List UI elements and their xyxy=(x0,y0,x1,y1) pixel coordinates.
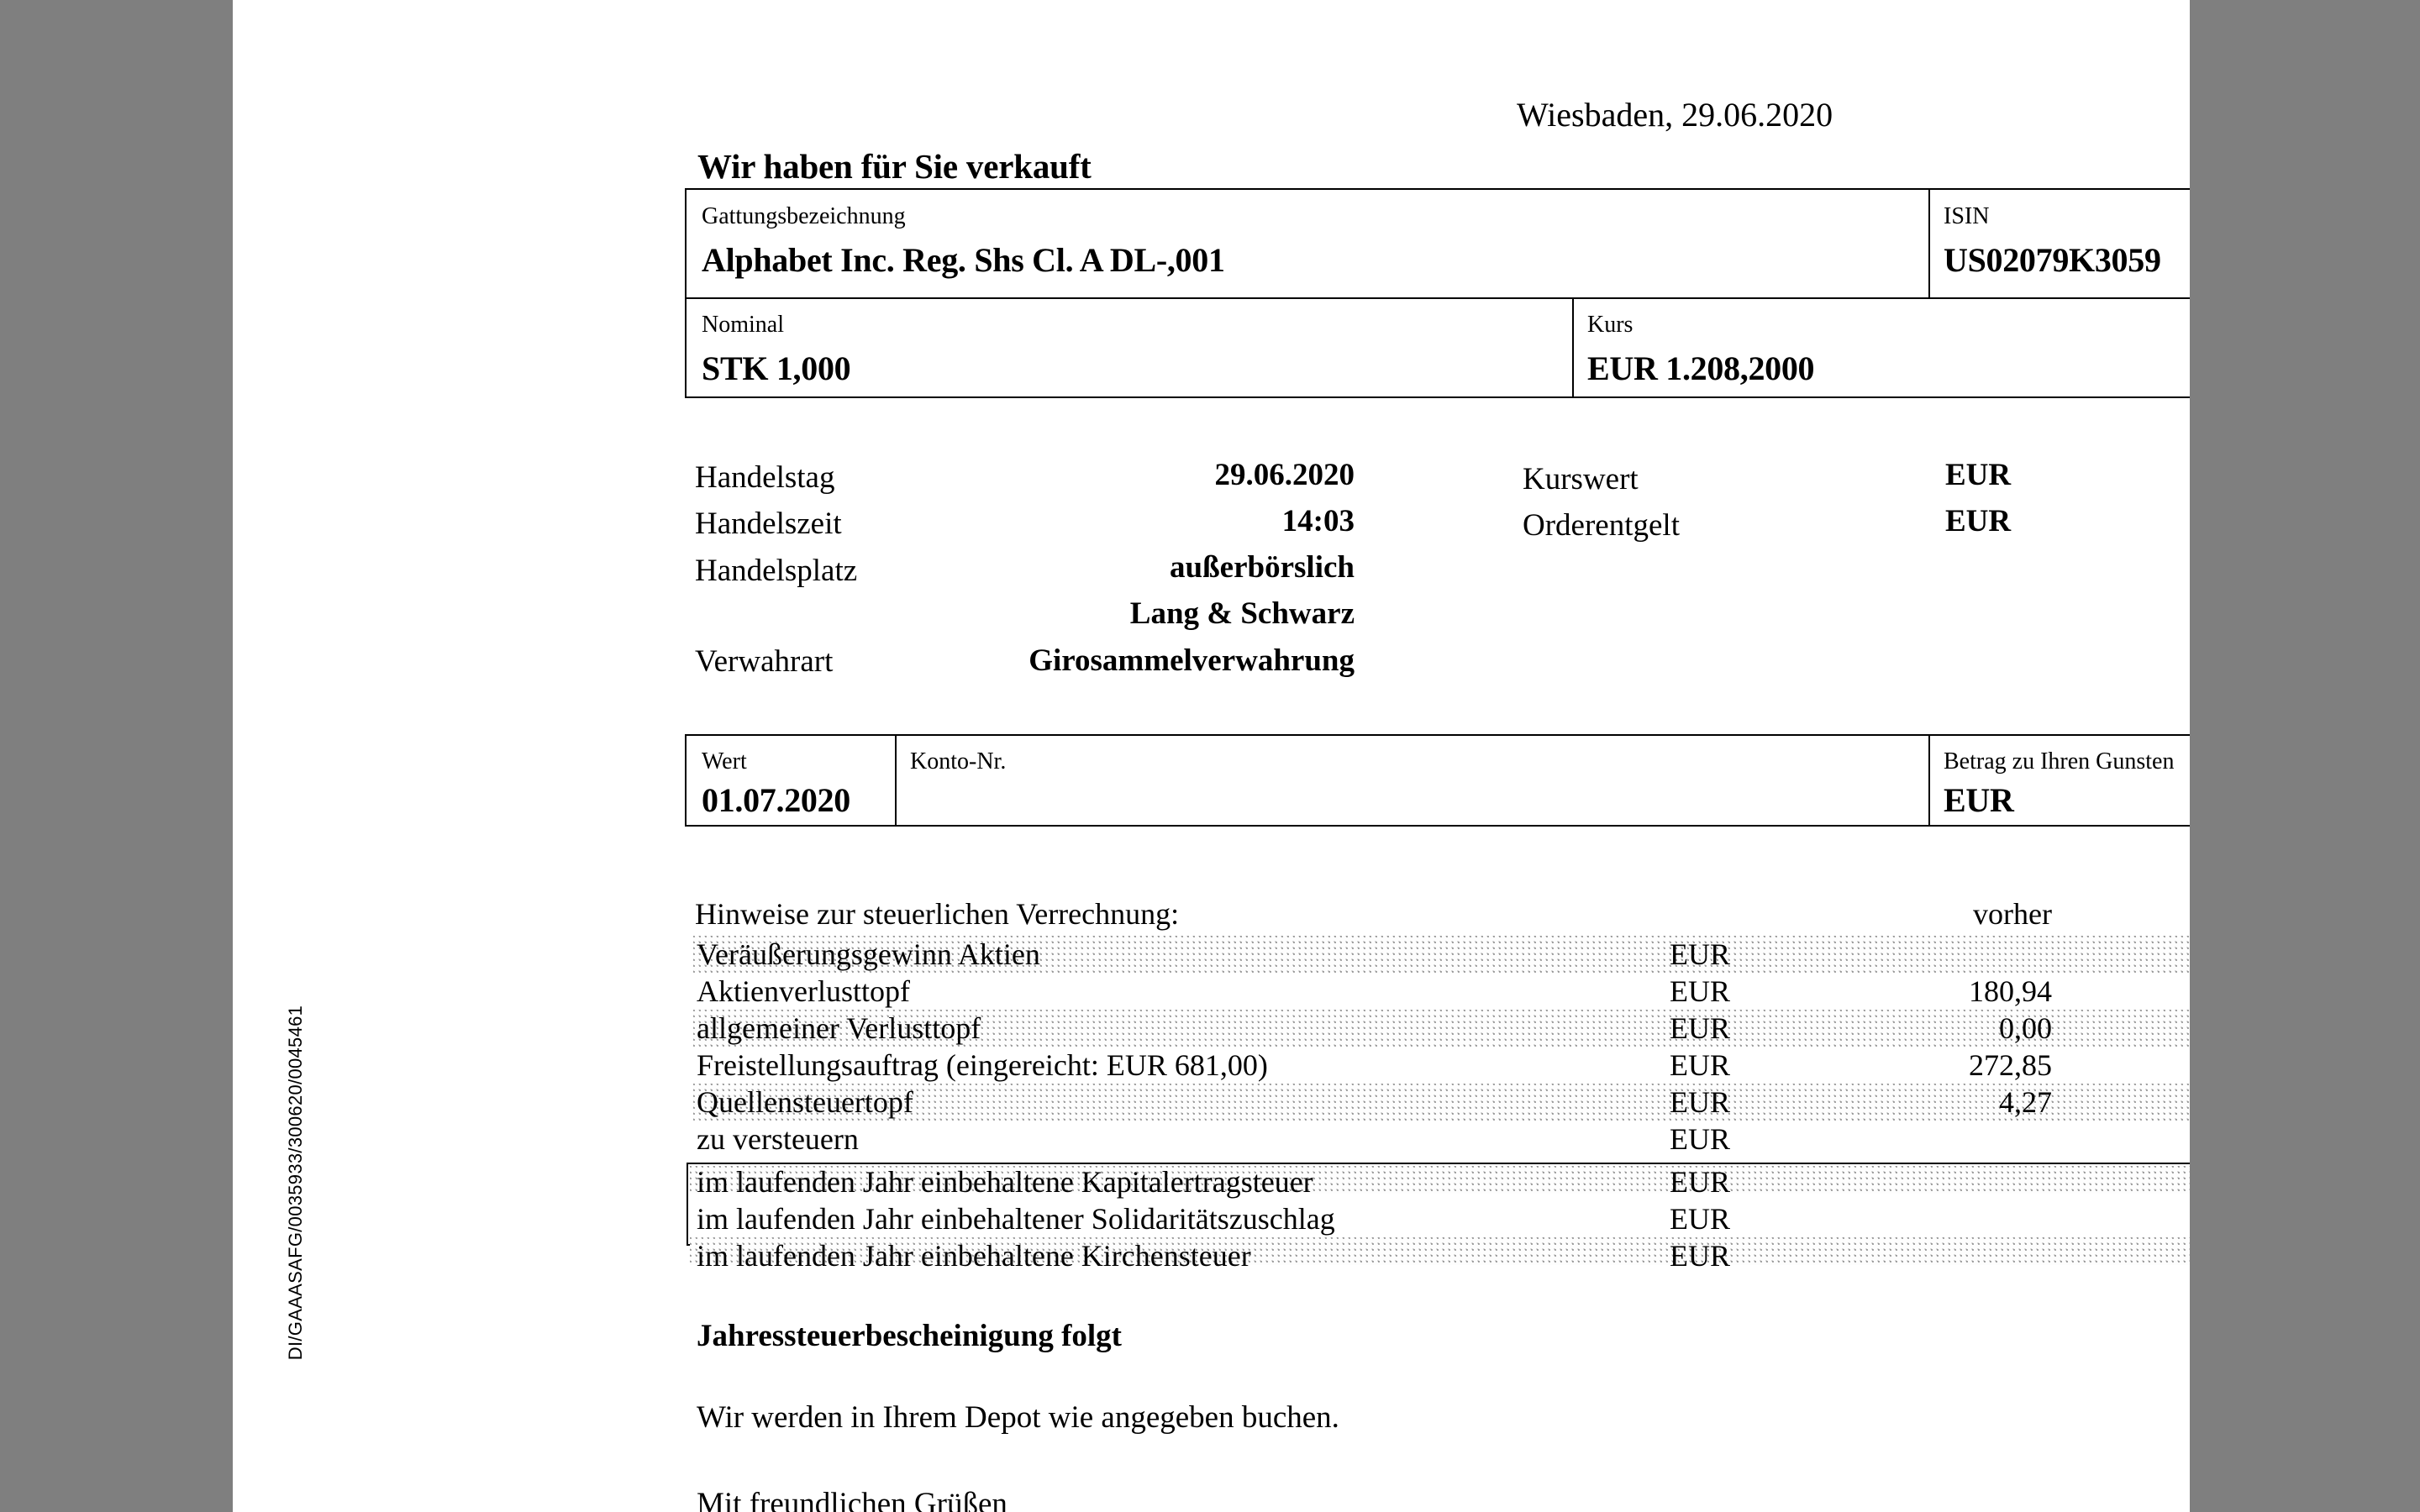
row-shading xyxy=(690,1237,2190,1265)
betrag-label: Betrag zu Ihren Gunsten xyxy=(1944,748,2175,774)
tax-row-label: zu versteuern xyxy=(697,1122,859,1156)
wert-label: Wert xyxy=(702,748,747,774)
city-date: Wiesbaden, 29.06.2020 xyxy=(1517,96,1833,134)
year-row-current: 0,00 xyxy=(2065,1204,2190,1234)
tax-row-current: 272,85 xyxy=(2065,1050,2190,1080)
handelsplatz-value: außerbörslich xyxy=(1170,550,1355,585)
tax-row-currency: EUR xyxy=(1670,937,1730,971)
table-divider-vertical-isin xyxy=(1928,190,1930,297)
tax-column-header-current: aktuell xyxy=(2065,899,2190,929)
tax-row-label: Freistellungsauftrag (eingereicht: EUR 6… xyxy=(697,1048,1268,1082)
nominal-label: Nominal xyxy=(702,312,784,338)
tax-row-label: Aktienverlusttopf xyxy=(697,974,910,1008)
orderentgelt-currency: EUR xyxy=(1945,504,2012,538)
row-shading xyxy=(690,1166,2190,1194)
tax-row-before: 0,00 xyxy=(1999,1011,2052,1045)
kurswert-label: Kurswert xyxy=(1523,462,1639,496)
tax-row-current: 0,00 xyxy=(2065,1124,2190,1154)
year-row-current: 0,00 xyxy=(2065,1241,2190,1271)
tax-row-label: Quellensteuertopf xyxy=(697,1085,913,1119)
settlement-divider-betrag xyxy=(1928,736,1930,825)
tax-row-current: 0,00 xyxy=(2065,1013,2190,1043)
tax-row-currency: EUR xyxy=(1670,1122,1730,1156)
kurswert-currency: EUR xyxy=(1945,458,2012,492)
handelsplatz-label: Handelsplatz xyxy=(695,554,858,588)
table-divider-vertical-kurs xyxy=(1572,297,1574,396)
isin-value: US02079K3059 xyxy=(1944,241,2161,279)
isin-label: ISIN xyxy=(1944,203,1990,229)
gattung-label: Gattungsbezeichnung xyxy=(702,203,906,229)
tax-row-before: 4,27 xyxy=(1999,1085,2052,1119)
orderentgelt-label: Orderentgelt xyxy=(1523,508,1680,543)
tax-row-current: 97,08 xyxy=(2065,976,2190,1006)
handelstag-label: Handelstag xyxy=(695,460,835,495)
tax-row-currency: EUR xyxy=(1670,1085,1730,1119)
tax-certificate-note: Jahressteuerbescheinigung folgt xyxy=(697,1319,1123,1353)
tax-row-currency: EUR xyxy=(1670,1011,1730,1045)
verwahrart-label: Verwahrart xyxy=(695,644,834,679)
closing-salutation: Mit freundlichen Grüßen xyxy=(697,1487,1007,1512)
tax-column-header-before: vorher xyxy=(1973,897,2052,931)
tax-row-current: 4,27 xyxy=(2065,1087,2190,1117)
orderentgelt-amount: 9,97- xyxy=(1955,506,2190,537)
betrag-amount: 1.198,23 xyxy=(1947,784,2190,817)
wert-value: 01.07.2020 xyxy=(702,781,851,819)
page-title: Wir haben für Sie verkauft xyxy=(697,147,1092,186)
year-row-label: im laufenden Jahr einbehaltene Kirchenst… xyxy=(697,1239,1251,1273)
year-row-currency: EUR xyxy=(1670,1239,1730,1273)
tax-row-before: 272,85 xyxy=(1969,1048,2052,1082)
tax-row-before: 180,94 xyxy=(1969,974,2052,1008)
security-description-table: Gattungsbezeichnung Alphabet Inc. Reg. S… xyxy=(685,188,2190,398)
verwahrart-value: Girosammelverwahrung xyxy=(1028,643,1355,678)
tax-row-label: allgemeiner Verlusttopf xyxy=(697,1011,981,1045)
table-divider-horizontal xyxy=(687,297,2190,299)
settlement-divider-konto xyxy=(895,736,897,825)
nominal-value: STK 1,000 xyxy=(702,349,851,387)
year-row-currency: EUR xyxy=(1670,1165,1730,1199)
tax-section-heading: Hinweise zur steuerlichen Verrechnung: xyxy=(695,897,1180,931)
handelszeit-value: 14:03 xyxy=(1281,504,1355,538)
year-row-label: im laufenden Jahr einbehaltener Solidari… xyxy=(697,1202,1335,1236)
handelsplatz-value-line2: Lang & Schwarz xyxy=(1129,596,1355,631)
booking-note: Wir werden in Ihrem Depot wie angegeben … xyxy=(697,1400,1339,1435)
kurs-label: Kurs xyxy=(1587,312,1634,338)
tax-row-label: Veräußerungsgewinn Aktien xyxy=(697,937,1040,971)
year-row-current: 0,00 xyxy=(2065,1167,2190,1197)
year-row-currency: EUR xyxy=(1670,1202,1730,1236)
handelszeit-label: Handelszeit xyxy=(695,507,842,541)
betrag-currency: EUR xyxy=(1944,781,2014,819)
konto-label: Konto-Nr. xyxy=(910,748,1007,774)
kurs-value: EUR 1.208,2000 xyxy=(1587,349,1815,387)
kurswert-amount: 1.208,20 xyxy=(1955,459,2190,491)
tax-row-current: 83,86 xyxy=(2065,939,2190,969)
row-shading xyxy=(693,1084,2190,1121)
tax-row-currency: EUR xyxy=(1670,974,1730,1008)
tax-row-currency: EUR xyxy=(1670,1048,1730,1082)
row-shading xyxy=(693,936,2190,973)
handelstag-value: 29.06.2020 xyxy=(1214,458,1355,492)
document-page: Wiesbaden, 29.06.2020 Wir haben für Sie … xyxy=(233,0,2190,1512)
settlement-table: Wert 01.07.2020 Konto-Nr. Betrag zu Ihre… xyxy=(685,734,2190,827)
gattung-value: Alphabet Inc. Reg. Shs Cl. A DL-,001 xyxy=(702,241,1225,279)
year-row-label: im laufenden Jahr einbehaltene Kapitaler… xyxy=(697,1165,1313,1199)
document-reference-code: DI/GAAASAFG/0035933/300620/0045461 xyxy=(285,1005,306,1361)
row-shading xyxy=(693,1010,2190,1047)
